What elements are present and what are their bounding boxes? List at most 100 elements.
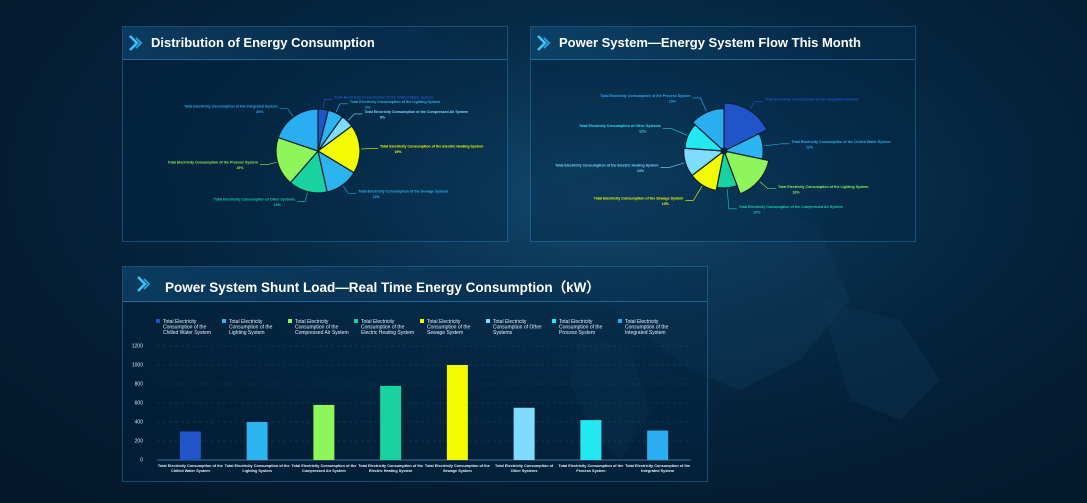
pie-slice	[723, 150, 770, 195]
pie-leader-line	[660, 162, 685, 168]
shunt-panel: Power System Shunt Load—Real Time Energy…	[122, 266, 708, 482]
pie-slice	[277, 108, 319, 152]
y-tick-label: 1000	[132, 363, 143, 369]
pie-slice-label: Total Electricity Consumption of the Lig…	[350, 100, 440, 104]
x-tick-label: Total Electricity Consumption of the Chil…	[158, 464, 223, 473]
pie-slice-percent: 13%	[637, 169, 645, 173]
bar	[313, 404, 335, 460]
x-tick-label: Total Electricity Consumption of the Elec…	[358, 464, 423, 473]
pie-leader-line	[763, 143, 790, 147]
shunt-bar-chart: 0 200 400 600 800 1000 1200 Total Electricity Co…	[132, 319, 691, 473]
x-tick-label: Total Electricity Consumption of the Sewa…	[425, 464, 490, 473]
x-tick-label: Total Electricity Consumption of the Ligh…	[225, 464, 290, 473]
pie-slice-percent: 19%	[236, 166, 244, 170]
legend-swatch[interactable]	[288, 319, 292, 323]
pie-slice-label: Total Electricity Consumption of the Ele…	[380, 145, 483, 149]
flow-panel-title: Power System—Energy System Flow This Mon…	[559, 35, 861, 50]
pie-leader-line	[259, 161, 277, 165]
y-tick-label: 600	[135, 401, 144, 407]
legend-label[interactable]: Total Electricity Consumption of the Proce…	[559, 319, 603, 336]
flow-panel: Power System—Energy System Flow This Mon…	[530, 26, 916, 242]
y-tick-label: 400	[135, 420, 144, 426]
legend-label[interactable]: Total Electricity Consumption of Other Sys…	[493, 319, 542, 336]
distribution-panel-header: Distribution of Energy Consumption	[123, 27, 507, 60]
pie-leader-line	[335, 103, 348, 113]
pie-slice	[691, 107, 725, 153]
x-tick-label: Total Electricity Consumption of Other Sy…	[495, 464, 554, 473]
shunt-panel-title: Power System Shunt Load—Real Time Energy…	[165, 280, 600, 295]
bar	[446, 365, 468, 460]
legend-label[interactable]: Total Electricity Consumption of the Chill…	[163, 319, 211, 336]
pie-slice-label: Total Electricity Consumption of Other S…	[579, 124, 660, 128]
pie-slice-percent: 10%	[753, 210, 761, 214]
y-tick-label: 0	[140, 458, 143, 464]
bar	[647, 430, 669, 460]
pie-slice	[723, 102, 768, 152]
pie-leader-line	[662, 127, 688, 136]
pie-leader-line	[342, 185, 357, 194]
pie-slice-percent: 12%	[639, 130, 647, 134]
pie-slice-label: Total Electricity Consumption of Other S…	[214, 197, 295, 201]
legend-label[interactable]: Total Electricity Consumption of the Light…	[229, 319, 273, 336]
legend-label[interactable]: Total Electricity Consumption of the Sewag…	[427, 319, 471, 336]
chevron-right-icon	[137, 276, 151, 292]
pie-slice-percent: 12%	[806, 145, 814, 149]
bar	[246, 422, 268, 460]
pie-slice	[316, 125, 361, 174]
legend-label[interactable]: Total Electricity Consumption of the Compr…	[295, 319, 349, 336]
pie-slice	[275, 136, 320, 184]
pie-slice-percent: 20%	[256, 110, 264, 114]
pie-slice-label: Total Electricity Consumption of the Lig…	[778, 185, 868, 189]
pie-slice-label: Total Electricity Consumption of the Com…	[739, 205, 843, 209]
x-tick-label: Total Electricity Consumption of the Proc…	[558, 464, 623, 473]
pie-slice-label: Total Electricity Consumption of the Ele…	[555, 164, 658, 168]
pie-leader-line	[726, 188, 737, 210]
pie-slice-percent: 13%	[662, 202, 670, 206]
pie-leader-line	[279, 108, 294, 117]
pie-slice-label: Total Electricity Consumption of the Int…	[184, 105, 278, 109]
pie-leader-line	[685, 185, 703, 201]
flow-rose-chart: Total Electricity Consumption of the Int…	[555, 94, 891, 214]
legend-swatch[interactable]	[552, 319, 556, 323]
shunt-panel-header: Power System Shunt Load—Real Time Energy…	[123, 267, 707, 302]
pie-leader-line	[347, 113, 363, 121]
y-tick-label: 200	[135, 439, 144, 445]
x-tick-label: Total Electricity Consumption of the Comp…	[291, 464, 356, 473]
x-tick-label: Total Electricity Consumption of the Inte…	[625, 464, 690, 473]
pie-leader-line	[297, 192, 308, 202]
pie-slice-label: Total Electricity Consumption of the Sew…	[594, 196, 684, 200]
distribution-pie-chart: Total Electricity Consumption of the Chi…	[168, 95, 484, 207]
legend-swatch[interactable]	[222, 319, 226, 323]
pie-leader-line	[749, 101, 763, 110]
pie-leader-line	[759, 181, 777, 190]
pie-slice-label: Total Electricity Consumption of the Chi…	[334, 95, 433, 99]
pie-slice-percent: 15%	[274, 203, 282, 207]
pie-slice-percent: 18%	[792, 190, 800, 194]
y-tick-label: 800	[135, 382, 144, 388]
y-tick-label: 1200	[132, 344, 143, 350]
pie-slice-label: Total Electricity Consumption of the Pro…	[168, 161, 258, 165]
bar	[179, 431, 201, 460]
pie-slice-percent: 5%	[380, 115, 386, 119]
legend-label[interactable]: Total Electricity Consumption of the Elect…	[361, 319, 414, 336]
pie-leader-line	[692, 97, 707, 112]
distribution-panel: Distribution of Energy Consumption Total…	[122, 26, 508, 242]
chevron-right-icon	[129, 35, 143, 51]
pie-slice-percent: 15%	[669, 99, 677, 103]
bar	[380, 385, 402, 460]
pie-slice-percent: 19%	[394, 150, 402, 154]
pie-slice-label: Total Electricity Consumption of the Int…	[765, 98, 859, 102]
pie-leader-line	[323, 99, 333, 109]
legend-swatch[interactable]	[618, 319, 622, 323]
pie-slice-label: Total Electricity Consumption of the Pro…	[600, 94, 690, 98]
pie-slice-label: Total Electricity Consumption of the Sew…	[358, 189, 448, 193]
legend-swatch[interactable]	[354, 319, 358, 323]
legend-swatch[interactable]	[486, 319, 490, 323]
pie-slice-label: Total Electricity Consumption of the Com…	[364, 110, 468, 114]
legend-label[interactable]: Total Electricity Consumption of the Integ…	[625, 319, 669, 336]
legend-swatch[interactable]	[420, 319, 424, 323]
bar	[513, 407, 535, 460]
legend-swatch[interactable]	[156, 319, 160, 323]
flow-panel-header: Power System—Energy System Flow This Mon…	[531, 27, 915, 60]
